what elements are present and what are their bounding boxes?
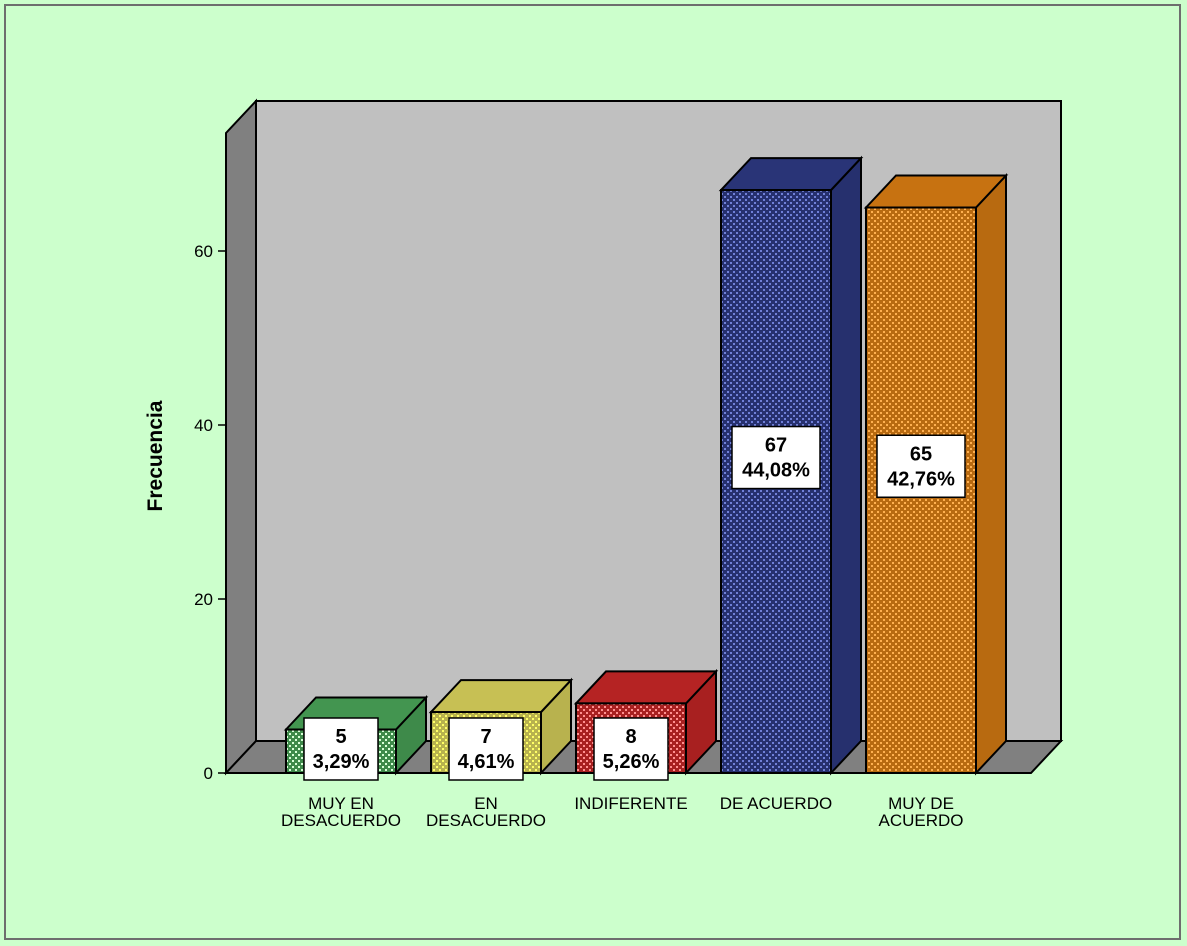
- x-tick-label: MUY DE ACUERDO: [878, 794, 963, 830]
- data-label-value: 7: [480, 726, 491, 748]
- bar-side: [975, 172, 1007, 776]
- bar: 65 42,76%: [863, 172, 1009, 776]
- y-tick-label: 60: [194, 242, 213, 261]
- data-label-percent: 42,76%: [887, 468, 955, 490]
- data-label-value: 5: [335, 726, 346, 748]
- bar-chart: Frecuencia 0 20 40 60 5 3,29% 7 4,61% 8 5,26% 67 4…: [144, 98, 1064, 830]
- data-label-percent: 44,08%: [742, 460, 810, 482]
- data-label-value: 8: [625, 726, 636, 748]
- data-label: 5 3,29%: [303, 717, 379, 781]
- data-label-percent: 3,29%: [313, 751, 370, 773]
- bar: 5 3,29%: [283, 694, 429, 781]
- y-tick-label: 0: [204, 764, 213, 783]
- x-tick-label: DE ACUERDO: [720, 794, 832, 813]
- data-label-box: [448, 717, 524, 781]
- bar: 67 44,08%: [718, 155, 864, 776]
- category-labels: MUY EN DESACUERDO EN DESACUERDO INDIFERENTE D…: [281, 794, 963, 830]
- x-tick-label: EN DESACUERDO: [426, 794, 546, 830]
- data-label: 7 4,61%: [448, 717, 524, 781]
- data-label-value: 65: [910, 443, 932, 465]
- left-wall: [225, 98, 257, 776]
- data-label-box: [303, 717, 379, 781]
- bar: 8 5,26%: [573, 668, 719, 781]
- y-ticks: 0 20 40 60: [194, 242, 226, 783]
- x-tick-label: INDIFERENTE: [574, 794, 687, 813]
- y-axis-label: Frecuencia: [144, 400, 167, 511]
- bar-side: [830, 155, 862, 776]
- data-label-box: [876, 434, 966, 498]
- data-label-box: [593, 717, 669, 781]
- bars: 5 3,29% 7 4,61% 8 5,26% 67 44,08% 65 42,76%: [283, 155, 1009, 781]
- data-label: 8 5,26%: [593, 717, 669, 781]
- x-tick-label: MUY EN DESACUERDO: [281, 794, 401, 830]
- bar: 7 4,61%: [428, 677, 574, 781]
- data-label-value: 67: [765, 435, 787, 457]
- y-tick-label: 20: [194, 590, 213, 609]
- data-label-percent: 4,61%: [458, 751, 515, 773]
- data-label: 65 42,76%: [876, 434, 966, 498]
- chart-frame: Frecuencia 0 20 40 60 5 3,29% 7 4,61% 8 5,26% 67 4…: [4, 4, 1181, 940]
- data-label-percent: 5,26%: [603, 751, 660, 773]
- y-tick-label: 40: [194, 416, 213, 435]
- data-label: 67 44,08%: [731, 425, 821, 490]
- data-label-box: [731, 425, 821, 490]
